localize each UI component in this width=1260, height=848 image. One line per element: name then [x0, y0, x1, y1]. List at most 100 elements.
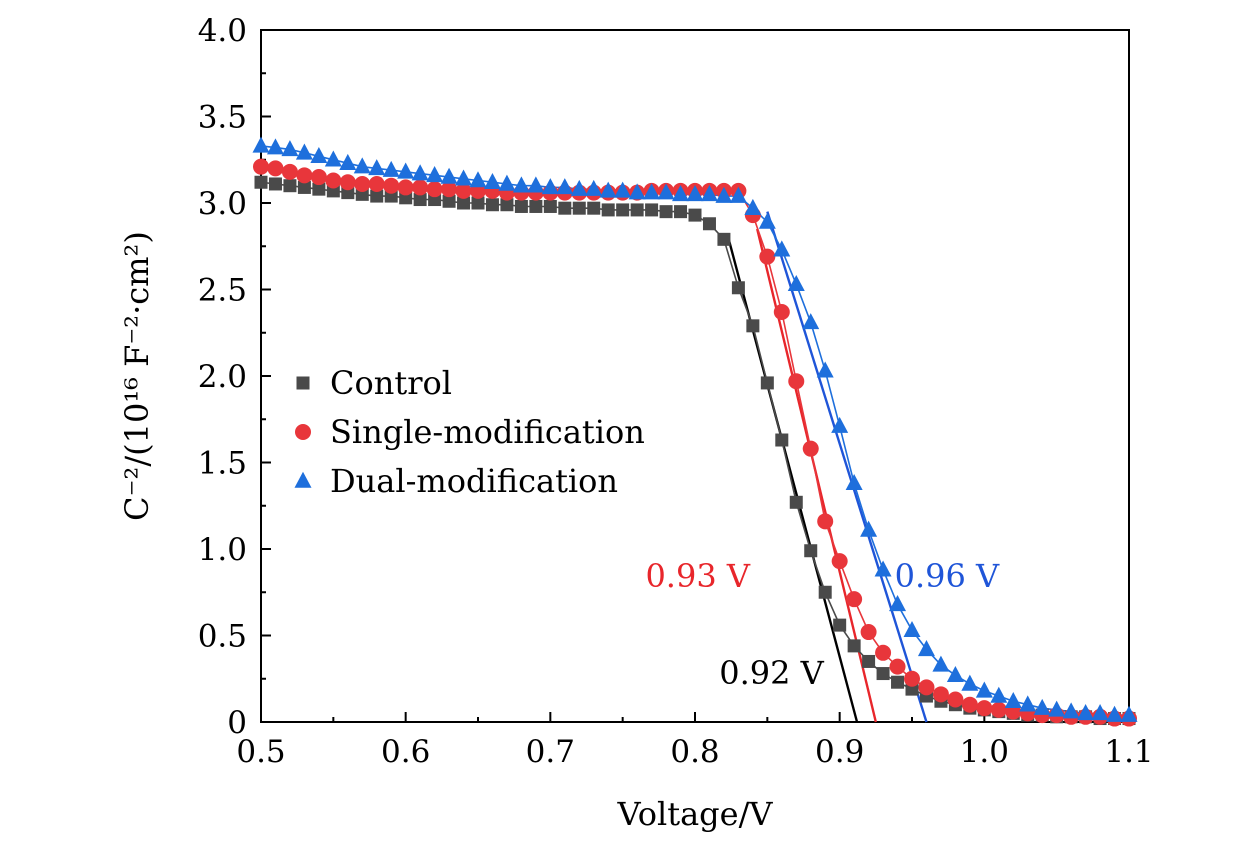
single-modification-data-point: [267, 160, 284, 177]
single-modification-data-point: [817, 513, 834, 530]
intercept-annotation: 0.93 V: [645, 557, 750, 595]
single-modification-data-point: [368, 175, 385, 192]
dual-modification-data-point: [758, 212, 776, 229]
dual-modification-data-point: [831, 416, 849, 433]
single-modification-data-point: [759, 248, 776, 265]
legend-marker: [294, 471, 312, 488]
control-data-point: [572, 201, 586, 215]
single-modification-data-point: [412, 179, 429, 196]
control-data-point: [268, 177, 282, 191]
dual-modification-data-point: [1120, 705, 1138, 722]
single-modification-data-point: [875, 644, 892, 661]
y-tick-label: 2.5: [198, 273, 247, 309]
control-data-point: [789, 495, 803, 509]
single-modification-data-point: [976, 700, 993, 717]
dual-modification-data-point: [368, 159, 386, 176]
y-tick-label: 2.0: [198, 359, 247, 395]
dual-modification-data-point: [1106, 705, 1124, 722]
legend-marker: [296, 376, 310, 390]
control-data-point: [630, 203, 644, 217]
x-tick-label: 1.1: [1104, 734, 1153, 770]
dual-modification-data-point: [686, 185, 704, 202]
dual-modification-data-point: [932, 655, 950, 672]
single-modification-data-point: [310, 169, 327, 186]
dual-modification-data-point: [1091, 704, 1109, 721]
control-data-point: [818, 585, 832, 599]
dual-modification-data-point: [1033, 698, 1051, 715]
fit-lines-layer: [727, 211, 928, 723]
y-tick-label: 0: [227, 705, 247, 741]
y-tick-label: 1.5: [198, 446, 247, 482]
dual-modification-data-point: [657, 183, 675, 200]
legend-label: Single-modification: [330, 413, 645, 451]
dual-modification-data-point: [946, 665, 964, 683]
control-data-point: [413, 193, 427, 207]
dual-modification-data-point: [614, 181, 632, 198]
single-modification-data-point: [383, 177, 400, 194]
single-modification-data-point: [788, 373, 805, 390]
dual-modification-data-point: [556, 178, 574, 195]
single-modification-data-point: [961, 696, 978, 713]
legend-label: Dual-modification: [330, 462, 618, 500]
dual-modification-data-point: [382, 160, 400, 177]
intercept-annotation: 0.96 V: [895, 557, 1000, 595]
x-tick-label: 0.9: [815, 734, 864, 770]
single-modification-data-point: [325, 172, 342, 189]
dual-modification-data-point: [643, 183, 661, 200]
y-axis-title: C⁻²/(10¹⁶ F⁻²·cm²): [118, 231, 156, 521]
y-tick-label: 4.0: [198, 13, 247, 49]
dual-modification-data-point: [1048, 700, 1066, 717]
intercept-annotation: 0.92 V: [719, 654, 824, 692]
dual-modification-data-point: [353, 157, 371, 174]
control-data-point: [601, 203, 615, 217]
single-modification-data-point: [990, 701, 1007, 718]
dual-modification-data-point: [700, 185, 718, 202]
dual-modification-data-point: [816, 361, 834, 378]
single-modification-data-point: [773, 303, 790, 320]
y-tick-label: 3.5: [198, 100, 247, 136]
y-tick-label: 3.0: [198, 186, 247, 222]
control-data-point: [514, 199, 528, 213]
single-modification-data-point: [846, 591, 863, 608]
dual-modification-data-point: [845, 473, 863, 491]
dual-modification-data-point: [773, 240, 791, 257]
dual-modification-data-point: [1077, 704, 1095, 721]
control-data-point: [587, 201, 601, 215]
control-data-point: [847, 639, 861, 653]
y-tick-label: 1.0: [198, 532, 247, 568]
control-data-point: [471, 196, 485, 210]
control-data-point: [775, 433, 789, 447]
dual-modification-data-point: [541, 178, 559, 195]
dual-modification-data-point: [411, 164, 429, 181]
dual-modification-data-point: [744, 198, 762, 215]
single-modification-data-point: [426, 181, 443, 198]
x-tick-label: 1.0: [960, 734, 1009, 770]
dual-modification-data-point: [975, 681, 993, 698]
control-data-point: [558, 201, 572, 215]
control-data-point: [760, 376, 774, 390]
dual-modification-data-point: [512, 176, 530, 193]
dual-modification-data-point: [729, 186, 747, 203]
dual-modification-fit-line: [766, 211, 928, 723]
control-data-point: [442, 194, 456, 208]
annotations-layer: 0.93 V 0.96 V 0.92 V: [645, 557, 1000, 692]
control-data-point: [731, 281, 745, 295]
dual-modification-data-point: [527, 176, 545, 193]
control-data-point: [862, 654, 876, 668]
dual-modification-data-point: [1062, 702, 1080, 719]
control-data-point: [659, 205, 673, 219]
control-data-point: [804, 544, 818, 558]
dual-modification-data-point: [599, 181, 617, 198]
single-modification-data-point: [354, 175, 371, 192]
dual-modification-data-point: [339, 153, 357, 170]
single-modification-data-point: [455, 182, 472, 199]
single-modification-data-point: [831, 553, 848, 570]
dual-modification-data-point: [672, 185, 690, 202]
single-modification-data-point: [441, 181, 458, 198]
single-modification-data-point: [918, 679, 935, 696]
dual-modification-data-point: [715, 186, 733, 203]
single-modification-data-point: [932, 686, 949, 703]
dual-modification-data-point: [281, 140, 299, 157]
dual-modification-data-point: [990, 686, 1008, 703]
